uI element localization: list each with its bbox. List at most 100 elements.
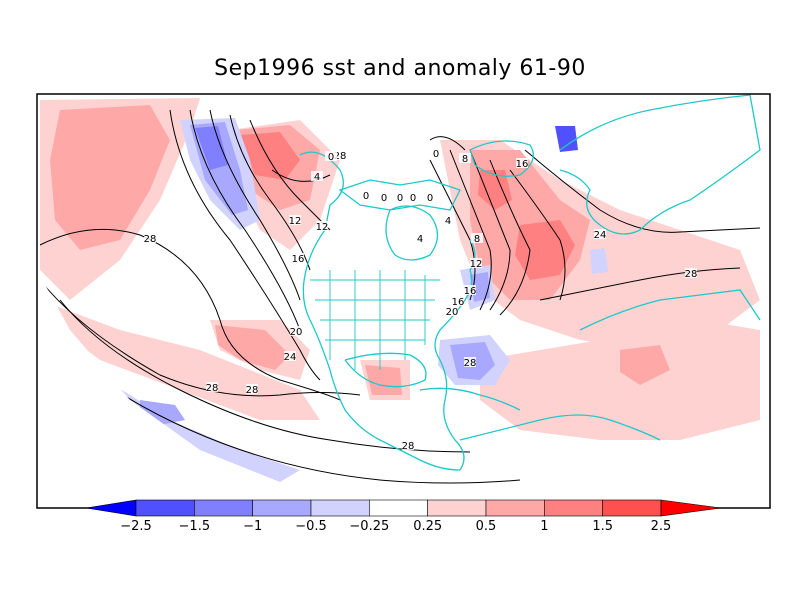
contour-label-bg xyxy=(402,440,414,450)
contour-label: 16 xyxy=(464,286,477,297)
anomaly-patch xyxy=(365,365,402,395)
anomaly-patch xyxy=(478,170,512,210)
arctic-islands xyxy=(338,179,461,211)
colorbar-bin xyxy=(427,499,487,517)
gulf-of-mexico xyxy=(344,352,427,388)
contour-label: 12 xyxy=(316,222,329,233)
contour-label: 16 xyxy=(292,254,305,265)
contour-label-bg xyxy=(292,253,304,263)
contour-label-bg xyxy=(446,306,458,316)
contour-label-bg xyxy=(360,190,372,200)
contour-label: 12 xyxy=(470,259,483,270)
colorbar-tick-label: 1.5 xyxy=(592,519,613,534)
coastlines xyxy=(299,94,761,471)
north-america-east-coast xyxy=(434,239,476,471)
anomaly-patch xyxy=(515,220,575,280)
contour-label-bg xyxy=(407,192,419,202)
contour-label: 12 xyxy=(289,216,302,227)
contour-label-bg xyxy=(289,215,301,225)
contour-label: 28 xyxy=(206,383,219,394)
contour-label: 0 xyxy=(381,193,387,204)
contour-line xyxy=(271,169,331,182)
contour-label: 28 xyxy=(246,385,259,396)
anomaly-patch xyxy=(50,105,170,250)
colorbar-tick-label: −2.5 xyxy=(120,519,152,534)
contour-label-bg xyxy=(414,233,426,243)
contour-label-bg xyxy=(516,158,528,168)
contour-label: 20 xyxy=(446,307,459,318)
colorbar-bin xyxy=(485,499,545,517)
contour-label: 16 xyxy=(516,159,529,170)
contour-line xyxy=(449,149,492,311)
contour-line xyxy=(169,109,321,381)
contour-label-bg xyxy=(311,171,323,181)
sst-anomaly-shading xyxy=(40,98,760,482)
contour-label-bg xyxy=(594,229,606,239)
contour-label: 8 xyxy=(474,234,480,245)
contour-label-bg xyxy=(284,351,296,361)
anomaly-patch xyxy=(590,248,608,274)
contour-label-bg xyxy=(442,215,454,225)
colorbar-bin xyxy=(310,499,370,517)
contour-line xyxy=(229,114,311,271)
greenland xyxy=(469,140,534,177)
contour-line xyxy=(39,279,361,397)
contour-line xyxy=(429,159,476,301)
state-lines xyxy=(310,270,440,370)
anomaly-patch xyxy=(620,345,670,385)
contour-label-bg xyxy=(464,285,476,295)
anomaly-patch xyxy=(40,330,300,482)
contour-label: 16 xyxy=(452,297,465,308)
hudson-bay xyxy=(385,205,439,261)
contour-label: 24 xyxy=(594,230,607,241)
contour-label: 28 xyxy=(334,151,347,162)
contour-label-bg xyxy=(685,268,697,278)
contour-label-bg xyxy=(394,192,406,202)
contour-line xyxy=(469,149,511,311)
colorbar-extend-high xyxy=(660,499,722,517)
colorbar-tick-label: −1 xyxy=(243,519,262,534)
contour-label: 28 xyxy=(144,234,157,245)
contour-label-bg xyxy=(470,258,482,268)
anomaly-patch xyxy=(240,132,300,180)
contour-line xyxy=(209,109,301,301)
contour-label-bg xyxy=(334,150,346,160)
contour-line xyxy=(189,109,301,331)
colorbar-tick-label: −0.5 xyxy=(295,519,327,534)
anomaly-patch xyxy=(195,126,228,170)
colorbar-bin xyxy=(369,499,428,517)
contour-label: 0 xyxy=(427,193,433,204)
colorbar-tick-label: 0.25 xyxy=(413,519,442,534)
contour-label: 0 xyxy=(397,193,403,204)
contour-label: 28 xyxy=(464,358,477,369)
colorbar-bin xyxy=(252,499,312,517)
colorbar-bin xyxy=(602,499,662,517)
anomaly-patch xyxy=(480,320,760,440)
contour-label-bg xyxy=(378,192,390,202)
contour-label: 28 xyxy=(685,269,698,280)
contour-line xyxy=(524,149,761,233)
contour-label-bg xyxy=(144,233,156,243)
contour-label-bg xyxy=(471,233,483,243)
contour-label: 0 xyxy=(433,149,439,160)
contour-label-bg xyxy=(459,153,471,163)
contour-label: 24 xyxy=(284,352,297,363)
colorbar-extend-low xyxy=(85,499,137,517)
contour-label-bg xyxy=(290,326,302,336)
contour-line xyxy=(429,136,466,151)
africa-coast xyxy=(579,289,761,331)
contour-label-bg xyxy=(424,192,436,202)
anomaly-patch xyxy=(140,400,185,425)
contour-label-bg xyxy=(325,151,337,161)
colorbar-tick-label: −1.5 xyxy=(179,519,211,534)
map-title: Sep1996 sst and anomaly 61-90 xyxy=(214,56,586,81)
contour-label: 4 xyxy=(417,234,423,245)
contour-label: 4 xyxy=(445,216,451,227)
contour-label: 20 xyxy=(290,327,303,338)
south-america-coast xyxy=(459,414,661,441)
anomaly-patch xyxy=(555,126,578,152)
colorbar-bin xyxy=(544,499,603,517)
caribbean xyxy=(419,387,521,411)
